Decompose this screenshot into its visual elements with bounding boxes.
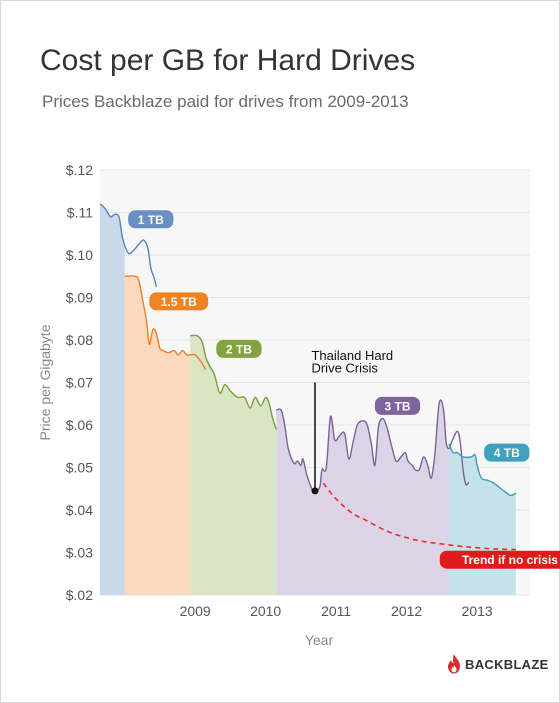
x-tick-label: 2009: [180, 603, 211, 619]
area-1-5-tb: [124, 275, 191, 595]
y-tick-label: $.12: [66, 162, 93, 178]
y-tick-label: $.07: [66, 375, 93, 391]
series-label-text: 2 TB: [226, 342, 252, 356]
x-tick-label: 2011: [321, 603, 351, 619]
area-2-tb: [190, 335, 277, 595]
y-tick-label: $.09: [66, 290, 93, 306]
series-label-text: 1 TB: [138, 213, 164, 227]
y-tick-label: $.02: [66, 587, 93, 603]
series-label-text: 4 TB: [494, 446, 520, 460]
series-label-text: Trend if no crisis: [462, 553, 558, 567]
y-tick-label: $.08: [66, 332, 93, 348]
y-tick-label: $.10: [66, 247, 93, 263]
x-tick-label: 2010: [250, 603, 281, 619]
series-label-pill: [439, 550, 560, 569]
series-label-pill: [149, 292, 209, 311]
y-tick-label: $.04: [66, 502, 93, 518]
brand-logo: BACKBLAZE: [446, 654, 549, 674]
flame-icon: [448, 654, 460, 674]
y-tick-label: $.11: [67, 205, 93, 221]
x-tick-label: 2012: [391, 603, 422, 619]
x-tick-label: 2013: [462, 603, 493, 619]
series-line-2-tb: [190, 334, 277, 430]
area-1-tb: [100, 204, 125, 595]
y-tick-label: $.05: [66, 460, 93, 476]
x-axis-label: Year: [305, 632, 334, 648]
series-label-pill: [128, 210, 174, 229]
chart-title: Cost per GB for Hard Drives: [40, 44, 416, 77]
annotation-dot: [311, 487, 319, 495]
brand-logo-text: BACKBLAZE: [465, 656, 549, 672]
series-label-pill: [374, 396, 421, 415]
annotation-text: Thailand Hard: [311, 348, 393, 363]
series-label-text: 1.5 TB: [161, 295, 197, 309]
series-line-1-5-tb: [124, 275, 207, 371]
annotation-text: Drive Crisis: [311, 361, 378, 376]
series-line-3-tb: [276, 399, 470, 493]
y-tick-label: $.06: [66, 417, 93, 433]
area-3-tb: [276, 399, 449, 595]
series-label-text: 3 TB: [385, 399, 411, 413]
chart-subtitle: Prices Backblaze paid for drives from 20…: [42, 92, 409, 111]
y-tick-label: $.03: [66, 545, 93, 561]
trend-line: [322, 482, 516, 551]
y-axis-label: Price per Gigabyte: [37, 324, 53, 440]
series-line-4-tb: [448, 443, 517, 497]
series-line-1-tb: [99, 203, 158, 288]
series-label-pill: [484, 443, 530, 462]
series-label-pill: [216, 339, 262, 358]
